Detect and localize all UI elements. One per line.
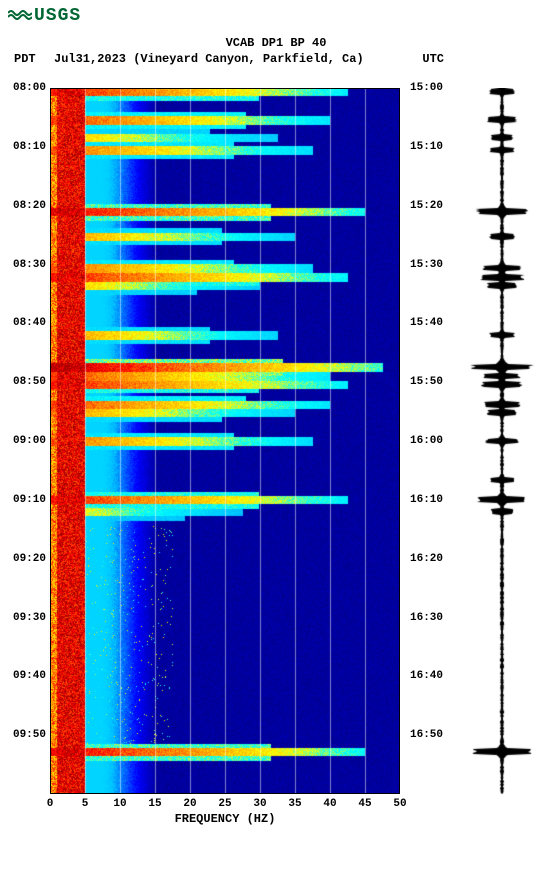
x-tick: 45 xyxy=(358,798,371,810)
y-right-tick: 15:00 xyxy=(410,82,443,94)
y-left-tick: 08:50 xyxy=(13,376,46,388)
chart-title: VCAB DP1 BP 40 xyxy=(0,36,552,50)
logo-text: USGS xyxy=(34,6,81,26)
y-left-tick: 09:50 xyxy=(13,729,46,741)
tz-right-label: UTC xyxy=(404,52,444,66)
y-left-tick: 09:30 xyxy=(13,612,46,624)
y-right-tick: 16:20 xyxy=(410,553,443,565)
x-tick: 10 xyxy=(113,798,126,810)
y-left-tick: 08:00 xyxy=(13,82,46,94)
y-left-tick: 09:10 xyxy=(13,494,46,506)
x-tick: 30 xyxy=(253,798,266,810)
y-right-tick: 16:10 xyxy=(410,494,443,506)
y-left-tick: 08:20 xyxy=(13,200,46,212)
y-right-tick: 16:40 xyxy=(410,670,443,682)
tz-left-label: PDT xyxy=(14,52,54,66)
y-right-tick: 15:40 xyxy=(410,317,443,329)
x-tick: 0 xyxy=(47,798,54,810)
x-tick: 25 xyxy=(218,798,231,810)
x-tick: 15 xyxy=(148,798,161,810)
x-tick: 35 xyxy=(288,798,301,810)
y-left-tick: 09:20 xyxy=(13,553,46,565)
y-axis-right: 15:0015:1015:2015:3015:4015:5016:0016:10… xyxy=(404,88,444,794)
y-left-tick: 08:10 xyxy=(13,141,46,153)
y-right-tick: 15:50 xyxy=(410,376,443,388)
wave-icon xyxy=(8,7,32,23)
x-tick: 50 xyxy=(393,798,406,810)
y-right-tick: 16:30 xyxy=(410,612,443,624)
x-tick: 40 xyxy=(323,798,336,810)
spectrogram-plot xyxy=(50,88,400,794)
spectrogram-canvas xyxy=(50,88,400,794)
chart-subtitle: PDT Jul31,2023 (Vineyard Canyon, Parkfie… xyxy=(14,52,534,66)
x-axis-label: FREQUENCY (HZ) xyxy=(50,812,400,826)
y-right-tick: 15:10 xyxy=(410,141,443,153)
x-tick: 5 xyxy=(82,798,89,810)
date-location: Jul31,2023 (Vineyard Canyon, Parkfield, … xyxy=(54,52,404,66)
waveform-canvas xyxy=(462,88,542,794)
y-right-tick: 15:20 xyxy=(410,200,443,212)
y-right-tick: 15:30 xyxy=(410,259,443,271)
x-tick: 20 xyxy=(183,798,196,810)
y-left-tick: 09:40 xyxy=(13,670,46,682)
y-right-tick: 16:00 xyxy=(410,435,443,447)
y-left-tick: 08:30 xyxy=(13,259,46,271)
y-axis-left: 08:0008:1008:2008:3008:4008:5009:0009:10… xyxy=(8,88,48,794)
y-left-tick: 08:40 xyxy=(13,317,46,329)
y-left-tick: 09:00 xyxy=(13,435,46,447)
usgs-logo: USGS xyxy=(8,6,81,26)
y-right-tick: 16:50 xyxy=(410,729,443,741)
